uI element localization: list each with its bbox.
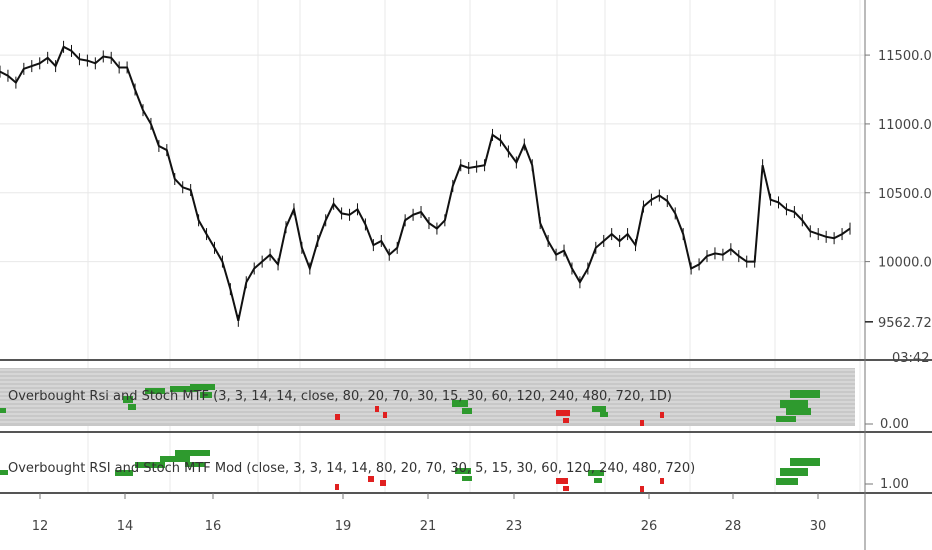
overbought-mark-2 bbox=[776, 478, 798, 485]
x-tick-label: 16 bbox=[205, 519, 222, 534]
overbought-mark-2 bbox=[135, 462, 165, 468]
oversold-mark-1 bbox=[335, 414, 340, 420]
overbought-mark-2 bbox=[588, 470, 604, 476]
overbought-mark-2 bbox=[160, 456, 190, 462]
price-series bbox=[0, 40, 851, 327]
countdown-label: 03:42 bbox=[892, 351, 929, 366]
y-tick-label: 10500.00 bbox=[878, 187, 932, 202]
overbought-mark-2 bbox=[185, 462, 205, 467]
x-tick-label: 23 bbox=[506, 519, 523, 534]
x-tick-label: 19 bbox=[335, 519, 352, 534]
overbought-mark-1 bbox=[190, 384, 215, 390]
overbought-mark-1 bbox=[780, 400, 808, 408]
overbought-mark-2 bbox=[455, 468, 471, 474]
axes: 11500.00 11000.00 10500.00 10000.00 9562.72 0… bbox=[32, 49, 932, 534]
y-tick-label: 11000.00 bbox=[878, 118, 932, 133]
oversold-mark-2 bbox=[556, 478, 568, 484]
oversold-mark-1 bbox=[556, 410, 570, 416]
pane-2-title: Overbought RSI and Stoch MTF Mod (close,… bbox=[8, 461, 695, 476]
x-tick-label: 26 bbox=[641, 519, 658, 534]
x-tick-label: 14 bbox=[117, 519, 134, 534]
overbought-mark-1 bbox=[200, 392, 212, 398]
oversold-mark-1 bbox=[383, 412, 387, 418]
oversold-mark-1 bbox=[375, 406, 379, 412]
overbought-mark-1 bbox=[170, 386, 198, 392]
pane-1-title: Overbought Rsi and Stoch MTF (3, 3, 14, … bbox=[8, 389, 672, 404]
oversold-mark-2 bbox=[563, 486, 569, 491]
overbought-mark-1 bbox=[462, 408, 472, 414]
y-tick-label: 11500.00 bbox=[878, 49, 932, 64]
oversold-mark-1 bbox=[563, 418, 569, 423]
overbought-mark-1 bbox=[128, 404, 136, 410]
pane-1-axis-label: 0.00 bbox=[880, 417, 909, 432]
oversold-mark-2 bbox=[380, 480, 386, 486]
oversold-mark-2 bbox=[368, 476, 374, 482]
overbought-mark-2 bbox=[175, 450, 210, 456]
x-tick-label: 12 bbox=[32, 519, 49, 534]
last-price-label: 9562.72 bbox=[878, 316, 932, 331]
oversold-mark-2 bbox=[335, 484, 339, 490]
overbought-mark-1 bbox=[452, 400, 468, 407]
overbought-mark-2 bbox=[462, 476, 472, 481]
overbought-mark-1 bbox=[0, 408, 6, 413]
pane-2-axis-label: 1.00 bbox=[880, 477, 909, 492]
x-tick-label: 30 bbox=[810, 519, 827, 534]
indicator-pane-2-marks bbox=[0, 450, 820, 492]
overbought-mark-2 bbox=[0, 470, 8, 475]
x-tick-label: 28 bbox=[725, 519, 742, 534]
overbought-mark-2 bbox=[790, 458, 820, 466]
overbought-mark-1 bbox=[592, 406, 606, 412]
price-line bbox=[0, 45, 851, 322]
oversold-mark-2 bbox=[640, 486, 644, 492]
oversold-mark-1 bbox=[640, 420, 644, 426]
y-tick-label: 10000.00 bbox=[878, 256, 932, 271]
overbought-mark-1 bbox=[145, 388, 165, 394]
overbought-mark-1 bbox=[600, 412, 608, 417]
overbought-mark-2 bbox=[115, 470, 133, 476]
indicator-pane-1-background bbox=[0, 368, 855, 426]
oversold-mark-2 bbox=[660, 478, 664, 484]
overbought-mark-1 bbox=[123, 396, 133, 403]
overbought-mark-1 bbox=[776, 416, 796, 422]
indicator-pane-1-marks bbox=[0, 384, 820, 426]
overbought-mark-1 bbox=[790, 390, 820, 398]
overbought-mark-2 bbox=[780, 468, 808, 476]
overbought-mark-2 bbox=[594, 478, 602, 483]
oversold-mark-1 bbox=[660, 412, 664, 418]
overbought-mark-1 bbox=[786, 408, 811, 415]
x-tick-label: 21 bbox=[420, 519, 437, 534]
